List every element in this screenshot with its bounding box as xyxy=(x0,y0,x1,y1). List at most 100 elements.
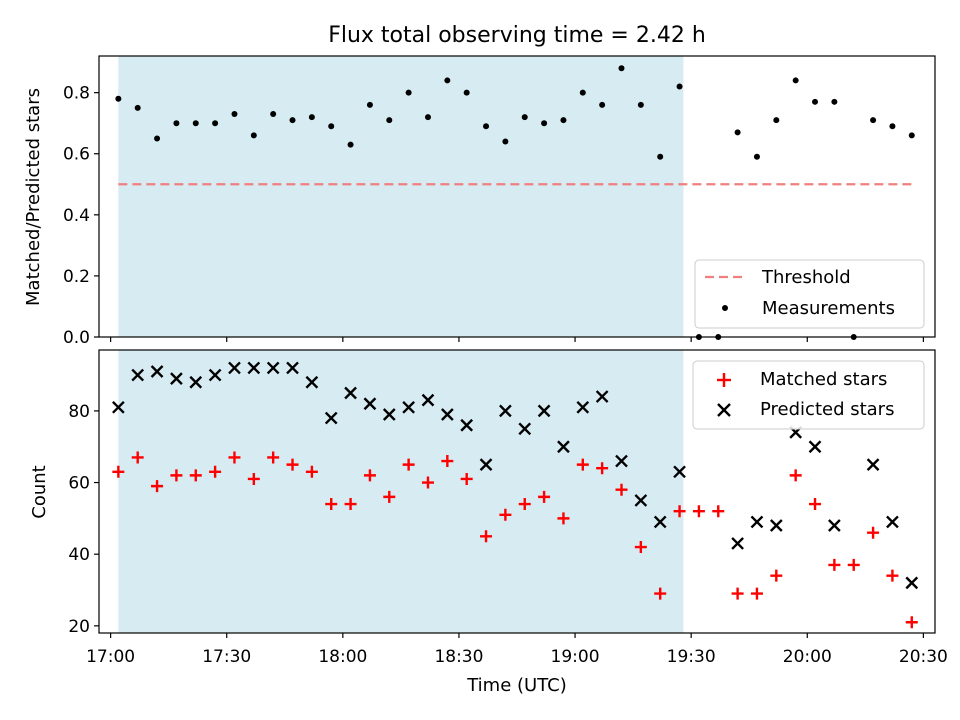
measurement-point xyxy=(250,132,257,139)
matched-star-point xyxy=(189,469,202,482)
measurement-point xyxy=(560,117,567,124)
matched-star-point xyxy=(673,505,686,518)
matched-star-point xyxy=(615,483,628,496)
measurement-point xyxy=(328,123,335,130)
top-y-tick-label: 0.2 xyxy=(63,267,90,287)
predicted-star-point xyxy=(189,375,203,389)
predicted-star-point xyxy=(905,576,919,590)
bottom-x-tick-label: 18:00 xyxy=(318,647,367,667)
bottom-x-tick-label: 17:30 xyxy=(202,647,251,667)
measurement-point xyxy=(134,104,141,111)
predicted-star-point xyxy=(266,361,280,375)
matched-star-point xyxy=(286,458,299,471)
predicted-star-point xyxy=(769,519,783,532)
top-shaded-interval xyxy=(118,56,684,337)
matched-star-point xyxy=(905,616,918,629)
measurement-point xyxy=(444,77,451,84)
predicted-star-point xyxy=(634,494,648,507)
matched-star-point xyxy=(538,490,551,503)
predicted-star-point xyxy=(112,400,125,414)
legend-threshold-label: Threshold xyxy=(761,267,851,288)
predicted-star-point xyxy=(344,386,357,400)
measurement-point xyxy=(657,153,664,160)
matched-star-point xyxy=(480,530,493,543)
matched-star-point xyxy=(847,558,860,571)
matched-star-point xyxy=(867,526,880,539)
legend-predicted-swatch xyxy=(717,403,731,417)
predicted-star-point xyxy=(828,519,841,532)
bottom-y-tick-label: 20 xyxy=(68,617,90,637)
predicted-star-point xyxy=(363,397,377,411)
bottom-x-tick-label: 19:00 xyxy=(551,647,600,667)
predicted-star-point xyxy=(886,515,899,529)
predicted-star-point xyxy=(866,458,880,471)
measurement-point xyxy=(502,138,509,145)
bottom-ylabel: Count xyxy=(29,465,50,518)
bottom-panel: 20 40 60 80 17:00 17:30 18:00 18:30 19:00 19:30 2… xyxy=(29,349,948,696)
predicted-star-point xyxy=(673,465,686,479)
top-title: Flux total observing time = 2.42 h xyxy=(328,23,706,48)
predicted-star-point xyxy=(615,454,628,468)
matched-star-point xyxy=(363,469,376,482)
predicted-star-point xyxy=(808,440,822,454)
measurement-point xyxy=(541,120,548,127)
top-y-ticks: 0.0 0.2 0.4 0.6 0.8 xyxy=(63,84,99,348)
measurement-point xyxy=(831,98,838,105)
predicted-star-point xyxy=(228,361,241,375)
measurement-point xyxy=(676,83,683,90)
predicted-star-point xyxy=(750,515,764,529)
matched-stars-points xyxy=(112,451,918,629)
measurement-point xyxy=(521,114,528,121)
bottom-x-tick-label: 20:30 xyxy=(899,647,948,667)
matched-star-point xyxy=(634,541,647,554)
predicted-star-point xyxy=(460,418,474,432)
predicted-stars-points xyxy=(112,361,919,590)
predicted-star-point xyxy=(518,422,532,436)
predicted-star-point xyxy=(595,390,609,403)
matched-star-point xyxy=(151,480,164,493)
matched-star-point xyxy=(712,505,725,518)
predicted-star-point xyxy=(731,537,744,550)
measurement-point xyxy=(154,135,161,142)
measurement-point xyxy=(115,95,122,102)
measurement-point xyxy=(289,117,296,124)
predicted-star-point xyxy=(576,400,590,414)
bottom-legend: Matched stars Predicted stars xyxy=(692,360,925,430)
measurement-point xyxy=(792,77,799,84)
matched-star-point xyxy=(228,451,241,464)
matched-star-point xyxy=(267,451,280,464)
predicted-star-point xyxy=(479,458,493,471)
measurement-point xyxy=(483,123,490,130)
bottom-legend-box xyxy=(692,360,925,430)
measurement-point xyxy=(870,117,877,124)
bottom-shaded-interval xyxy=(118,350,684,633)
measurement-point xyxy=(734,129,741,136)
matched-star-point xyxy=(131,451,144,464)
bottom-axes-frame xyxy=(98,349,936,634)
measurement-point xyxy=(308,114,315,121)
measurement-point xyxy=(812,98,819,105)
matched-star-point xyxy=(209,465,222,478)
measurement-point xyxy=(173,120,180,127)
bottom-y-ticks: 20 40 60 80 xyxy=(68,402,99,637)
matched-star-point xyxy=(170,469,183,482)
measurement-point xyxy=(599,101,606,108)
matched-star-point xyxy=(576,458,589,471)
measurement-point xyxy=(463,89,470,96)
predicted-star-point xyxy=(402,400,415,414)
measurement-point xyxy=(231,111,238,118)
bottom-x-ticks: 17:00 17:30 18:00 18:30 19:00 19:30 20:00 20:30 xyxy=(86,633,948,667)
measurement-point xyxy=(386,117,393,124)
matched-star-point xyxy=(421,476,434,489)
top-y-tick-label: 0.6 xyxy=(63,145,90,165)
legend-measurements-label: Measurements xyxy=(762,298,895,319)
top-y-tick-label: 0.8 xyxy=(63,84,90,104)
top-legend: Threshold Measurements xyxy=(694,259,925,329)
measurement-point xyxy=(753,153,760,160)
predicted-star-point xyxy=(150,365,164,378)
matched-star-point xyxy=(383,490,396,503)
measurement-point xyxy=(366,101,373,108)
matched-star-point xyxy=(770,569,783,582)
matched-star-point xyxy=(886,569,899,582)
